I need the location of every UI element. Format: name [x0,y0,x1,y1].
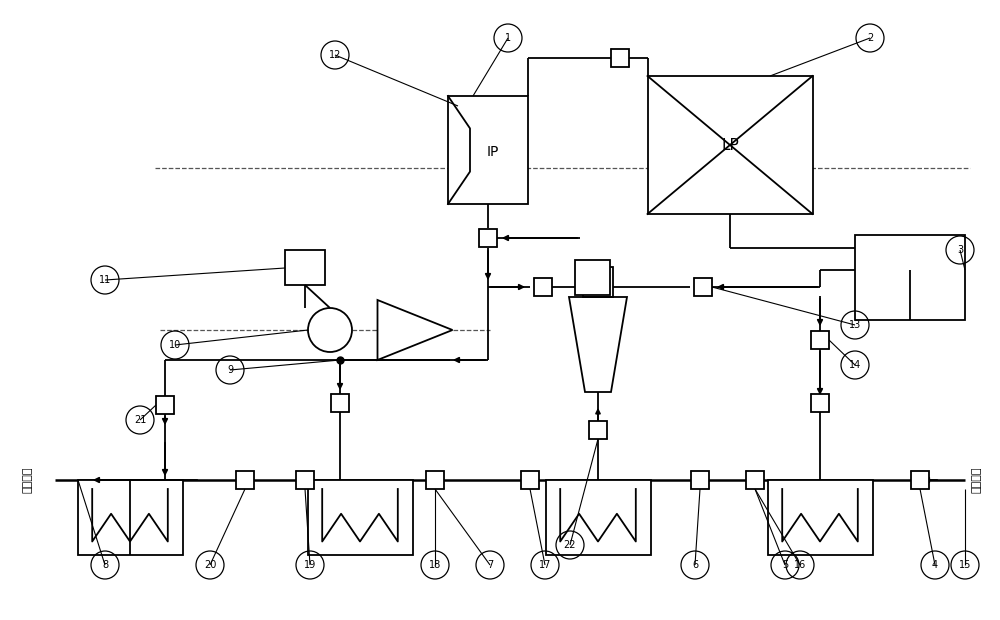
Bar [236,471,254,489]
Text: 6: 6 [692,560,698,570]
Bar [78,480,182,555]
Text: 1: 1 [505,33,511,43]
Text: 5: 5 [782,560,788,570]
Text: 16: 16 [794,560,806,570]
Text: 14: 14 [849,360,861,370]
Bar [479,229,497,247]
Text: 4: 4 [932,560,938,570]
Bar [534,278,552,296]
Bar [611,49,629,67]
Text: IP: IP [487,145,499,159]
Text: 9: 9 [227,365,233,375]
Bar [426,471,444,489]
Bar [546,480,650,555]
Bar [308,480,413,555]
Bar [331,394,349,412]
Bar [296,471,314,489]
Text: 2: 2 [867,33,873,43]
Text: 17: 17 [539,560,551,570]
Text: 11: 11 [99,275,111,285]
Text: 22: 22 [564,540,576,550]
Bar [521,471,539,489]
Bar [648,76,812,214]
Bar [694,278,712,296]
Text: 15: 15 [959,560,971,570]
Bar [746,471,764,489]
Text: 12: 12 [329,50,341,60]
Bar [583,267,613,297]
Bar [448,96,528,204]
Text: 21: 21 [134,415,146,425]
Bar [855,235,965,320]
Bar [811,394,829,412]
Text: 热网供水: 热网供水 [23,467,33,494]
Text: 20: 20 [204,560,216,570]
Bar [691,471,709,489]
Text: 7: 7 [487,560,493,570]
Text: 18: 18 [429,560,441,570]
Bar [811,331,829,349]
Bar [575,260,610,295]
Text: LP: LP [721,138,739,153]
Text: 13: 13 [849,320,861,330]
Bar [589,421,607,439]
Bar [285,250,325,285]
Text: 热网回水: 热网回水 [972,467,982,494]
Bar [156,396,174,414]
Text: 3: 3 [957,245,963,255]
Bar [768,480,872,555]
Text: 8: 8 [102,560,108,570]
Text: 19: 19 [304,560,316,570]
Text: 10: 10 [169,340,181,350]
Bar [911,471,929,489]
